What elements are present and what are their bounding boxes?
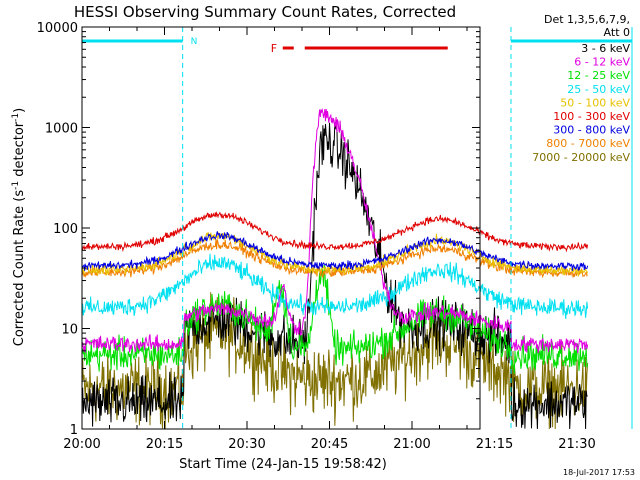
series-line-s100_300 xyxy=(81,211,589,253)
data-layer xyxy=(81,107,589,430)
legend-entry-s6_12: 6 - 12 keV xyxy=(574,56,630,69)
legend-entry-s3_6: 3 - 6 keV xyxy=(581,42,630,55)
y-axis-label: Corrected Count Rate (s-1 detector-1) xyxy=(11,108,27,346)
series-line-s25_50 xyxy=(81,253,589,319)
x-tick-label: 21:00 xyxy=(393,437,430,452)
series-line-s7000_20000 xyxy=(81,292,589,430)
y-tick-label: 1 xyxy=(70,423,78,438)
y-axis-label-sup2: -1 xyxy=(11,113,21,122)
y-tick-label: 10 xyxy=(61,323,78,338)
series-line-s6_12 xyxy=(81,107,589,354)
x-tick-label: 20:00 xyxy=(63,437,100,452)
legend-entry-s7000_20000: 7000 - 20000 keV xyxy=(532,151,630,164)
footer-timestamp: 18-Jul-2017 17:53 xyxy=(563,468,635,477)
legend-entry-s800_7000: 800 - 7000 keV xyxy=(546,137,630,150)
legend-entry-s50_100: 50 - 100 keV xyxy=(560,96,630,109)
legend-entry-s12_25: 12 - 25 keV xyxy=(567,69,630,82)
x-axis-label: Start Time (24-Jan-15 19:58:42) xyxy=(179,457,387,472)
legend-entry-s25_50: 25 - 50 keV xyxy=(567,83,630,96)
y-tick-label: 100 xyxy=(53,222,78,237)
y-axis-label-main: Corrected Count Rate (s xyxy=(12,190,27,347)
y-axis-label-end: ) xyxy=(12,108,27,113)
legend-header-line1: Det 1,3,5,6,7,9, xyxy=(544,13,630,26)
y-axis-label-sup1: -1 xyxy=(11,181,21,190)
legend-entry-s300_800: 300 - 800 keV xyxy=(553,124,630,137)
legend-entry-s100_300: 100 - 300 keV xyxy=(553,110,630,123)
series-line-s50_100 xyxy=(81,232,589,277)
night-label: N xyxy=(191,37,198,47)
x-tick-label: 21:15 xyxy=(476,437,513,452)
series-line-s300_800 xyxy=(81,231,589,271)
flare-label: F xyxy=(271,42,277,55)
x-tick-label: 21:30 xyxy=(558,437,595,452)
chart-title: HESSI Observing Summary Count Rates, Cor… xyxy=(74,3,456,21)
y-tick-label: 1000 xyxy=(45,122,78,137)
y-tick-label: 10000 xyxy=(37,21,78,36)
axes-layer: N F 1 10 100 1000 10000 20:00 20:15 20:30 20:45 21:… xyxy=(37,21,633,452)
x-tick-label: 20:30 xyxy=(228,437,265,452)
x-tick-label: 20:45 xyxy=(311,437,348,452)
y-axis-label-mid: detector xyxy=(12,121,27,181)
legend-header-line2: Att 0 xyxy=(604,26,630,39)
series-line-s12_25 xyxy=(81,265,589,374)
x-tick-label: 20:15 xyxy=(146,437,183,452)
